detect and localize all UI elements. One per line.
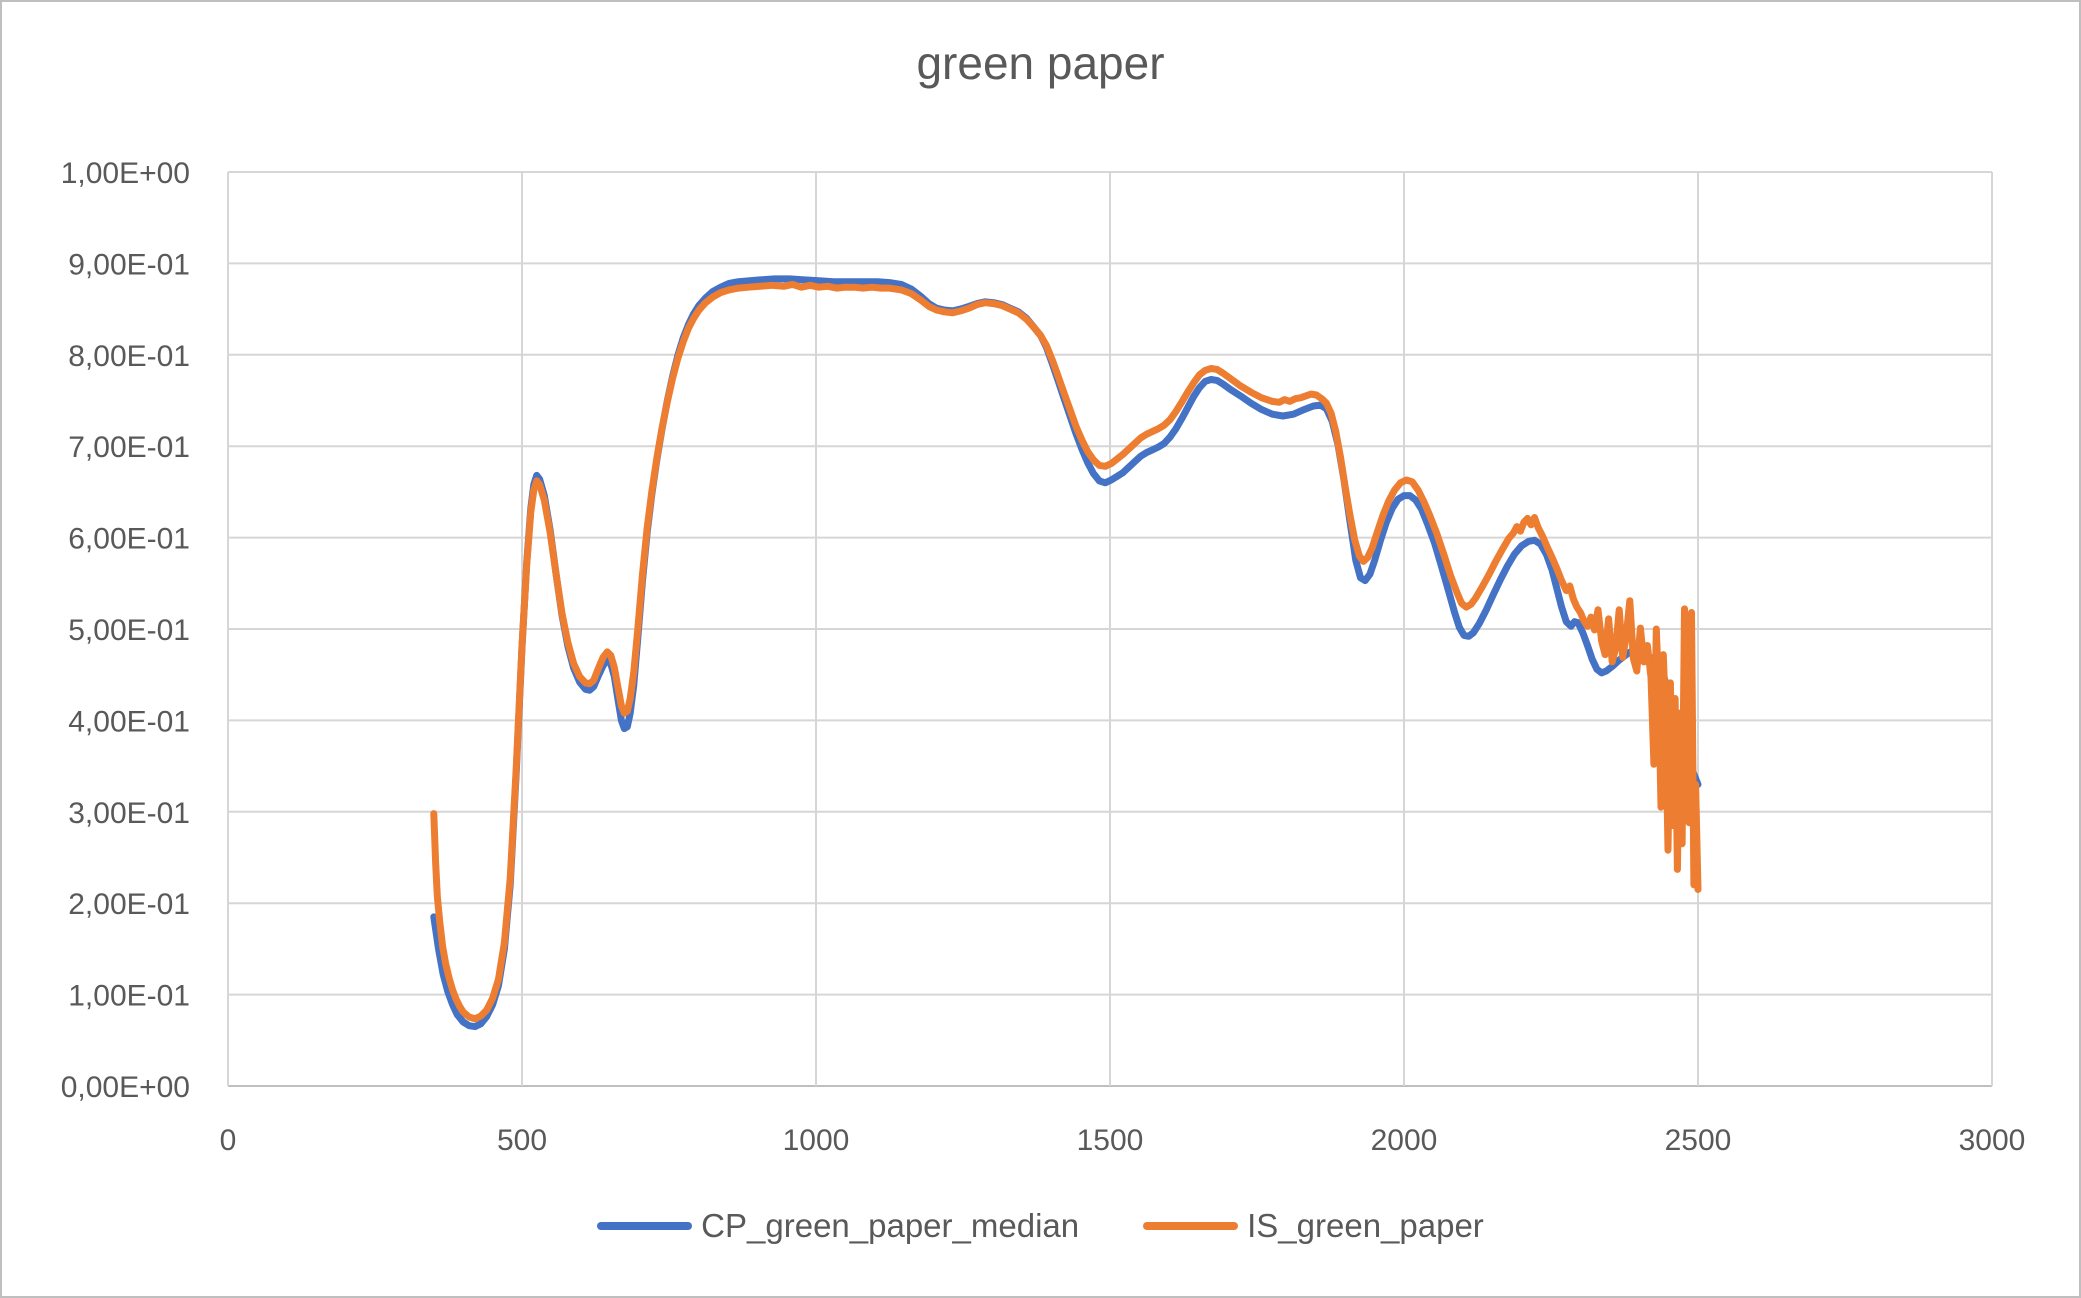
legend-label-is: IS_green_paper [1247,1207,1484,1244]
chart-title: green paper [916,37,1165,89]
x-tick-label: 1000 [783,1124,850,1157]
y-tick-label: 7,00E-01 [68,431,190,464]
y-tick-label: 0,00E+00 [61,1071,190,1104]
x-tick-label: 2000 [1371,1124,1438,1157]
y-tick-label: 3,00E-01 [68,797,190,830]
x-tick-label: 3000 [1959,1124,2026,1157]
y-tick-label: 6,00E-01 [68,523,190,556]
y-tick-label: 5,00E-01 [68,614,190,647]
x-tick-label: 0 [220,1124,237,1157]
y-tick-label: 9,00E-01 [68,248,190,281]
y-tick-label: 2,00E-01 [68,888,190,921]
cp-series-swatch [597,1222,693,1230]
y-tick-label: 8,00E-01 [68,340,190,373]
is-series-swatch [1143,1222,1239,1230]
legend-item-cp-green-paper-median[interactable]: CP_green_paper_median [597,1207,1079,1245]
legend: CP_green_paper_median IS_green_paper [2,1207,2079,1245]
legend-item-is-green-paper[interactable]: IS_green_paper [1143,1207,1484,1245]
x-tick-label: 500 [497,1124,547,1157]
legend-label-cp: CP_green_paper_median [701,1207,1080,1244]
x-tick-label: 1500 [1077,1124,1144,1157]
y-tick-label: 4,00E-01 [68,705,190,738]
series-line-IS_green_paper[interactable] [430,280,1702,1023]
y-tick-label: 1,00E-01 [68,980,190,1013]
y-tick-label: 1,00E+00 [61,157,190,190]
x-tick-label: 2500 [1665,1124,1732,1157]
